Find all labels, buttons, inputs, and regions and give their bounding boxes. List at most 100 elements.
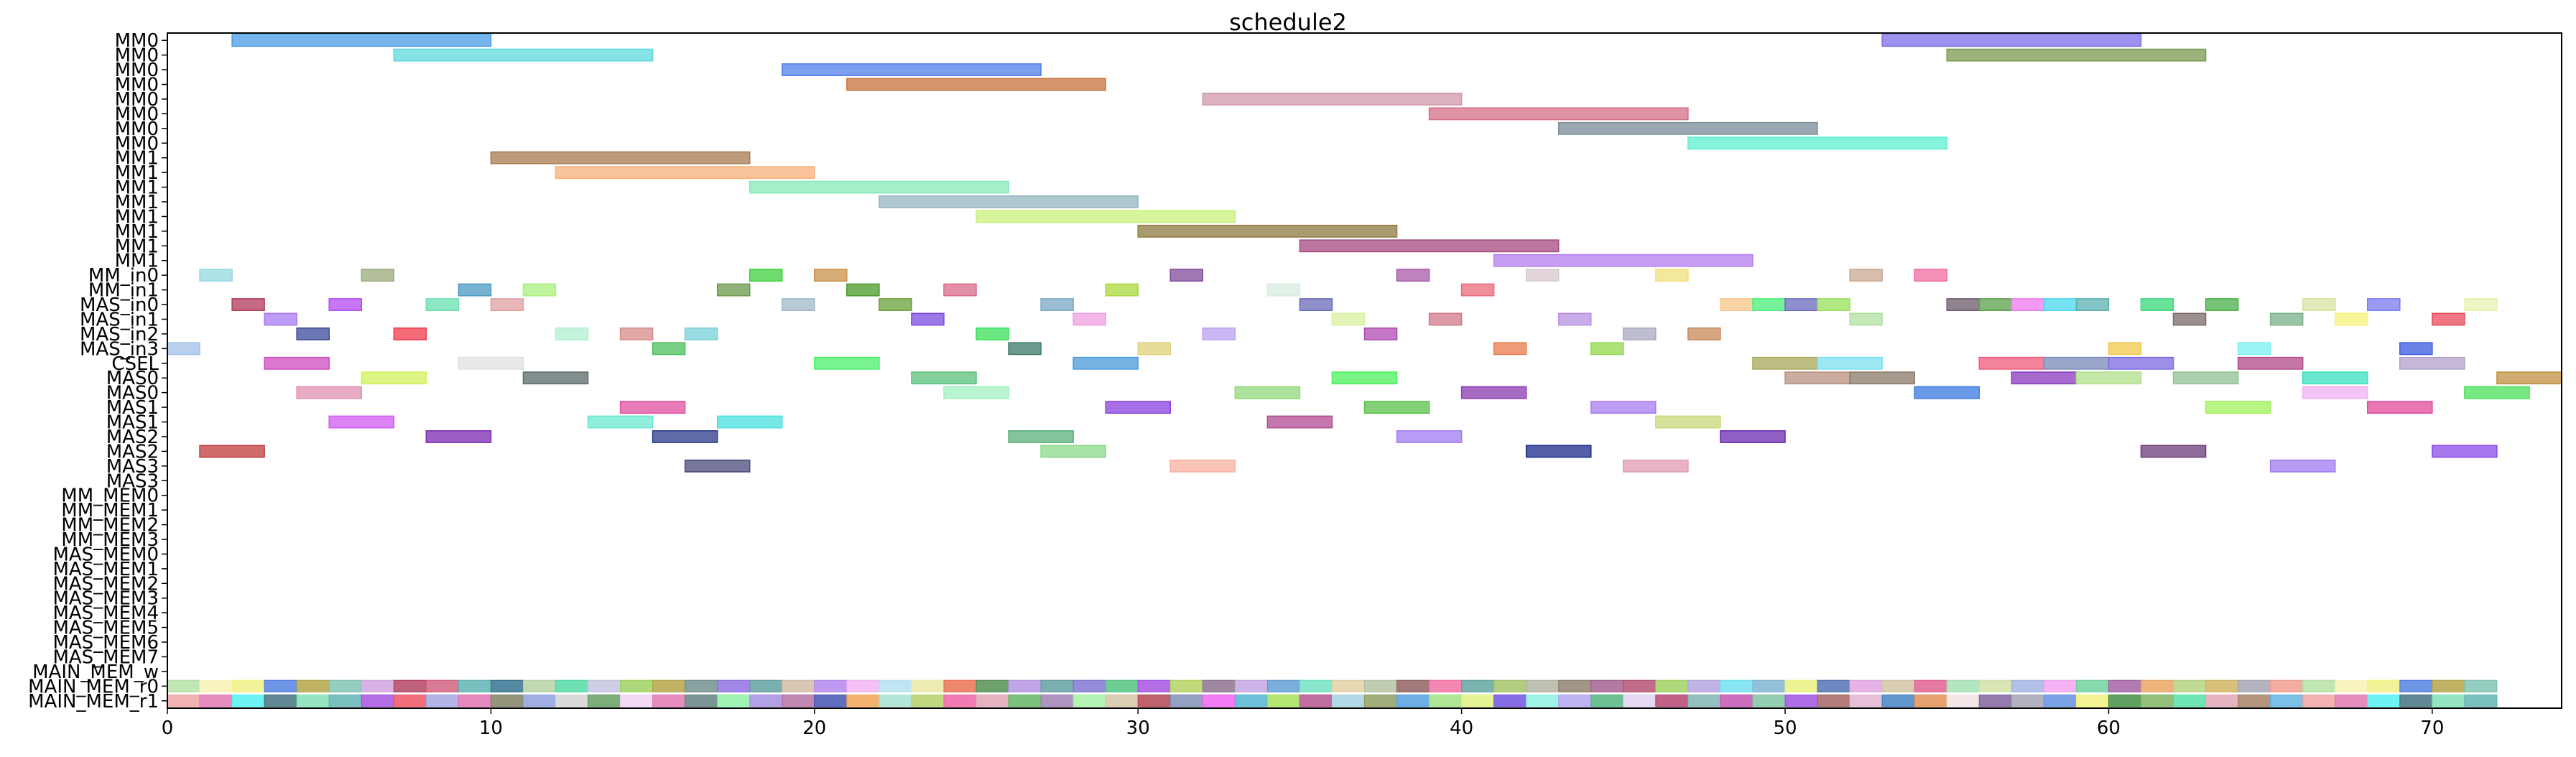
memory-block <box>717 695 751 707</box>
gantt-bar <box>2043 356 2110 370</box>
gantt-bar <box>1493 342 1527 356</box>
gantt-bar <box>1008 342 1042 356</box>
memory-block <box>749 679 783 693</box>
memory-block <box>1202 679 1236 693</box>
memory-block <box>1072 695 1106 707</box>
gantt-bar <box>1331 371 1398 385</box>
memory-block <box>458 679 491 693</box>
memory-block <box>522 695 556 707</box>
gantt-bar <box>490 298 524 311</box>
memory-block <box>588 679 621 693</box>
y-tick-label: MAS3 <box>106 456 159 478</box>
y-tick-label: MAS_in2 <box>80 324 159 345</box>
memory-block <box>1558 679 1592 693</box>
memory-block <box>2075 679 2109 693</box>
memory-block <box>2432 679 2465 693</box>
gantt-bar <box>1137 224 1398 238</box>
gantt-bar <box>1946 48 2207 62</box>
memory-block <box>1266 695 1300 707</box>
gantt-bar <box>2205 401 2271 414</box>
memory-block <box>1978 695 2012 707</box>
y-tick-label: MAS1 <box>106 412 159 434</box>
gantt-bar <box>296 327 330 340</box>
y-tick-label: MAS_MEM1 <box>52 559 159 580</box>
memory-block <box>588 695 621 707</box>
y-tick-label: MAS0 <box>106 368 159 389</box>
gantt-bar <box>1202 327 1236 340</box>
memory-block <box>1331 679 1366 693</box>
gantt-bar <box>1169 459 1236 473</box>
memory-block <box>1266 679 1300 693</box>
memory-block <box>393 679 427 693</box>
memory-block <box>1105 679 1139 693</box>
x-tick-label: 40 <box>1450 717 1473 739</box>
y-tick-label: MAS3 <box>106 470 159 492</box>
memory-block <box>328 679 362 693</box>
gantt-bar <box>2108 356 2174 370</box>
gantt-bar <box>458 356 524 370</box>
memory-block <box>1817 679 1850 693</box>
gantt-bar <box>1460 283 1495 297</box>
memory-block <box>1526 695 1560 707</box>
memory-block <box>879 679 912 693</box>
memory-block <box>1040 679 1074 693</box>
memory-block <box>1396 679 1430 693</box>
gantt-bar <box>879 195 1139 208</box>
gantt-bar <box>782 63 1042 77</box>
memory-block <box>231 695 265 707</box>
memory-block <box>1234 679 1268 693</box>
y-tick-label: MM1 <box>115 251 159 272</box>
gantt-bar <box>2399 356 2465 370</box>
memory-block <box>1169 695 1203 707</box>
gantt-bar <box>425 298 460 311</box>
gantt-bar <box>1687 136 1947 150</box>
memory-block <box>1202 695 1236 707</box>
x-tick-label: 60 <box>2097 717 2121 739</box>
memory-block <box>1396 695 1430 707</box>
memory-block <box>1526 679 1560 693</box>
memory-block <box>1623 679 1657 693</box>
gantt-bar <box>1655 269 1689 282</box>
memory-block <box>1008 695 1042 707</box>
memory-block <box>652 695 686 707</box>
chart-title: schedule2 <box>1229 9 1347 36</box>
memory-block <box>2238 679 2271 693</box>
memory-block <box>1752 695 1786 707</box>
gantt-bar <box>846 78 1106 91</box>
memory-block <box>264 679 297 693</box>
gantt-bar <box>393 327 427 340</box>
y-tick-label: MM1 <box>115 192 159 213</box>
memory-block <box>264 695 297 707</box>
y-tick-label: MAS_MEM5 <box>52 618 159 639</box>
memory-block <box>1558 695 1592 707</box>
memory-block <box>231 679 265 693</box>
memory-block <box>976 695 1009 707</box>
gantt-bar <box>1460 386 1527 399</box>
gantt-bar <box>1978 298 2013 311</box>
memory-block <box>296 695 330 707</box>
gantt-bar <box>2464 298 2498 311</box>
memory-block <box>361 695 394 707</box>
memory-block <box>2464 679 2498 693</box>
gantt-bar <box>1105 401 1172 414</box>
gantt-bar <box>425 430 492 443</box>
memory-block <box>1590 695 1624 707</box>
x-tick-label: 50 <box>1773 717 1797 739</box>
gantt-bar <box>1396 430 1463 443</box>
gantt-bar <box>1396 269 1430 282</box>
memory-block <box>2173 695 2207 707</box>
memory-block <box>1299 679 1333 693</box>
y-tick-label: MM0 <box>115 89 159 111</box>
gantt-bar <box>1557 121 1818 135</box>
memory-block <box>1655 679 1689 693</box>
memory-block <box>652 679 686 693</box>
gantt-bar <box>1299 298 1333 311</box>
memory-block <box>1881 679 1915 693</box>
memory-block <box>2270 695 2304 707</box>
gantt-bar <box>361 371 427 385</box>
memory-block <box>2238 695 2271 707</box>
x-tick-label: 70 <box>2420 717 2444 739</box>
y-tick-label: CSEL <box>111 353 159 375</box>
gantt-bar <box>846 283 880 297</box>
